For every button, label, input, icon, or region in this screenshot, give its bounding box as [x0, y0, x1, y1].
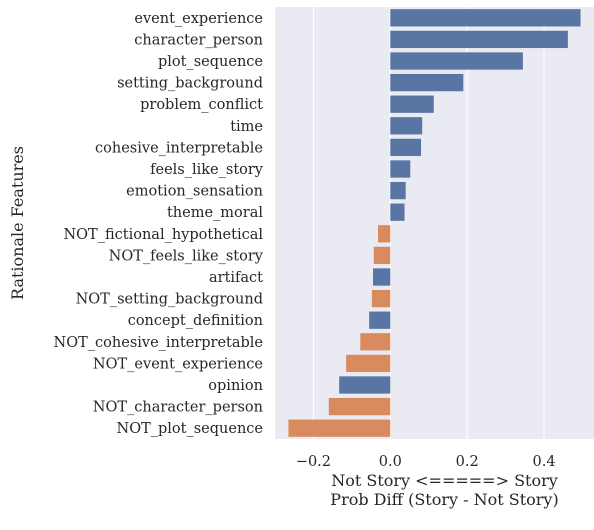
- bar: [373, 268, 391, 286]
- y-tick-label: theme_moral: [167, 205, 263, 221]
- y-tick-label: concept_definition: [128, 313, 263, 329]
- bar: [390, 73, 464, 92]
- bar: [390, 181, 406, 200]
- bar: [390, 203, 405, 221]
- bar: [378, 225, 391, 243]
- y-tick-labels: event_experience character_person plot_seq…: [54, 11, 264, 437]
- y-tick-label: cohesive_interpretable: [95, 140, 263, 156]
- y-tick-label: NOT_event_experience: [93, 356, 263, 372]
- x-tick-label: −0.2: [296, 454, 331, 470]
- y-tick-label: plot_sequence: [158, 54, 263, 70]
- y-tick-label: NOT_fictional_hypothetical: [63, 227, 263, 243]
- x-axis-label-line1: Not Story <=====> Story: [331, 471, 558, 490]
- y-tick-label: character_person: [134, 32, 263, 48]
- bar: [339, 376, 391, 394]
- y-tick-label: NOT_plot_sequence: [117, 421, 264, 437]
- y-tick-label: emotion_sensation: [126, 184, 263, 200]
- bar: [328, 397, 391, 416]
- y-tick-label: artifact: [209, 270, 263, 286]
- x-axis-label-line2: Prob Diff (Story - Not Story): [330, 490, 558, 509]
- bar: [373, 246, 391, 265]
- y-tick-label: NOT_feels_like_story: [109, 248, 264, 264]
- y-tick-label: feels_like_story: [150, 162, 264, 178]
- bar: [390, 138, 422, 157]
- bar: [390, 52, 523, 70]
- y-tick-label: NOT_setting_background: [76, 292, 263, 308]
- bar: [390, 160, 411, 178]
- y-axis-label: Rationale Features: [8, 146, 27, 300]
- bar: [288, 419, 391, 437]
- bar: [346, 354, 391, 373]
- bar: [390, 9, 581, 27]
- y-tick-label: problem_conflict: [140, 97, 263, 113]
- x-tick-labels: −0.2 0.0 0.2 0.4: [296, 454, 556, 470]
- bars: [288, 9, 581, 437]
- y-tick-label: setting_background: [117, 76, 263, 92]
- x-tick-label: 0.2: [456, 454, 479, 470]
- bar: [390, 95, 434, 113]
- bar: [369, 311, 391, 329]
- x-tick-label: 0.0: [379, 454, 402, 470]
- y-tick-label: NOT_cohesive_interpretable: [54, 335, 263, 351]
- y-tick-label: event_experience: [134, 11, 263, 27]
- bar: [371, 289, 391, 308]
- y-tick-label: time: [230, 119, 263, 135]
- y-tick-label: NOT_character_person: [93, 400, 263, 416]
- bar: [390, 30, 568, 49]
- plot-background: [275, 7, 594, 439]
- bar: [390, 117, 423, 135]
- x-tick-label: 0.4: [533, 454, 556, 470]
- bar: [360, 333, 391, 351]
- y-tick-label: opinion: [208, 378, 263, 394]
